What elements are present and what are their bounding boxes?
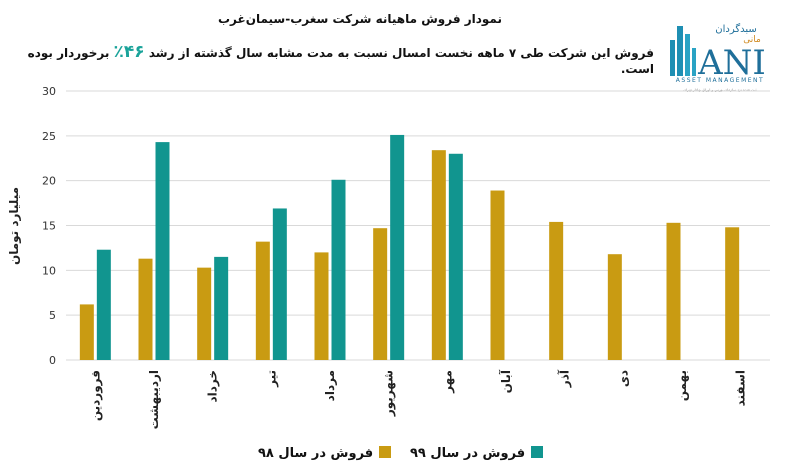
logo-tagline-fa: ثبت شده نزد سازمان بورس و اوراق بهادار ت… — [684, 88, 757, 92]
logo-tagline-en: ASSET MANAGEMENT — [676, 77, 764, 84]
y-tick-label-25: 25 — [42, 130, 56, 143]
bar-98-8 — [549, 221, 564, 360]
chart-subtitle: فروش این شرکت طی ۷ ماهه نخست امسال نسبت … — [14, 42, 654, 76]
gridlines — [66, 90, 770, 361]
bar-98-9 — [607, 254, 622, 360]
subtitle-text-after: برخوردار بوده است. — [27, 46, 654, 76]
legend-item-98: فروش در سال ۹۸ — [258, 446, 392, 461]
x-tick-label-6: مهر — [440, 370, 454, 394]
logo-towers-icon — [670, 26, 696, 76]
legend: فروش در سال ۹۸ فروش در سال ۹۹ — [0, 446, 789, 466]
y-tick-label-20: 20 — [42, 175, 56, 188]
x-tick-label-0: فروردین — [88, 370, 103, 421]
x-tick-label-8: آذر — [557, 369, 572, 388]
bar-98-5 — [373, 228, 388, 360]
y-axis-label: میلیارد تومان — [7, 187, 22, 265]
growth-percent: ۴۶٪ — [113, 42, 145, 62]
legend-swatch-99 — [531, 446, 544, 458]
bar-99-1 — [155, 142, 170, 360]
bar-98-11 — [725, 227, 740, 360]
bar-98-7 — [490, 190, 505, 360]
bar-chart: 0 5 10 15 20 25 30 فروردین اردیبهشت خرداد تیر مردا… — [7, 85, 770, 429]
x-tick-label-4: مرداد — [323, 370, 337, 401]
x-tick-label-5: شهریور — [382, 370, 397, 417]
x-tick-label-10: بهمن — [675, 370, 689, 401]
x-tick-label-2: خرداد — [206, 370, 220, 403]
bar-99-5 — [390, 134, 405, 360]
x-tick-label-1: اردیبهشت — [147, 370, 161, 429]
logo-brand-en: ANI — [697, 43, 766, 83]
legend-swatch-98 — [379, 446, 392, 458]
y-tick-label-30: 30 — [42, 85, 56, 98]
bar-98-10 — [666, 222, 681, 360]
y-tick-label-15: 15 — [42, 220, 56, 233]
subtitle-text-before: فروش این شرکت طی ۷ ماهه نخست امسال نسبت … — [148, 46, 654, 60]
logo-brand-fa2: مانی — [743, 35, 761, 45]
bars — [79, 134, 740, 360]
bar-98-6 — [431, 150, 446, 360]
legend-item-99: فروش در سال ۹۹ — [410, 446, 544, 461]
y-tick-label-5: 5 — [49, 309, 56, 322]
x-tick-label-3: تیر — [264, 370, 278, 388]
x-axis-ticks: فروردین اردیبهشت خرداد تیر مرداد شهریور مهر آبا… — [88, 369, 747, 429]
bar-99-2 — [214, 256, 229, 360]
y-axis-ticks: 0 5 10 15 20 25 30 — [42, 85, 56, 367]
x-tick-label-9: دی — [616, 370, 630, 387]
bar-98-2 — [197, 267, 212, 360]
y-tick-label-0: 0 — [49, 354, 56, 367]
y-tick-label-10: 10 — [42, 264, 56, 277]
bar-98-4 — [314, 252, 329, 360]
bar-98-1 — [138, 258, 153, 360]
x-tick-label-7: آبان — [498, 369, 513, 393]
bar-99-6 — [448, 153, 463, 360]
bar-98-3 — [255, 241, 270, 360]
bar-99-4 — [331, 179, 346, 360]
logo-brand-fa: سبدگردان — [715, 23, 757, 35]
chart-title: نمودار فروش ماهیانه شرکت سغرب-سیمان‌غرب — [218, 12, 502, 26]
legend-label-98: فروش در سال ۹۸ — [258, 446, 374, 461]
company-logo: سبدگردان مانی ANI ASSET MANAGEMENT ثبت ش… — [670, 23, 766, 92]
bar-98-0 — [79, 304, 94, 360]
x-tick-label-11: اسفند — [734, 370, 748, 406]
legend-label-99: فروش در سال ۹۹ — [410, 446, 526, 461]
bar-99-0 — [96, 249, 111, 360]
bar-99-3 — [272, 208, 287, 360]
